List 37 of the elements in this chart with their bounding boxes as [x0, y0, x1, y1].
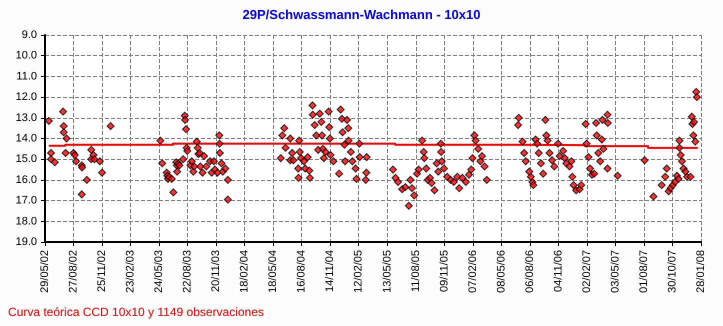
x-tick-label: 22/08/03 — [182, 250, 194, 293]
x-tick-label: 28/01/08 — [695, 250, 707, 293]
x-tick-label: 08/05/06 — [495, 250, 508, 293]
y-tick-label: 18.0 — [16, 215, 37, 228]
x-tick-label: 30/10/07 — [666, 250, 678, 293]
x-tick-label: 27/08/02 — [68, 250, 80, 293]
y-tick-label: 17.0 — [16, 194, 37, 207]
y-tick-label: 15.0 — [16, 153, 37, 166]
x-tick-label: 18/05/04 — [267, 250, 280, 293]
x-tick-label: 29/05/02 — [39, 250, 51, 293]
chart-title: 29P/Schwassmann-Wachmann - 10x10 — [242, 7, 480, 22]
x-tick-label: 25/11/02 — [96, 250, 108, 292]
y-tick-label: 14.0 — [16, 132, 37, 144]
y-tick-label: 16.0 — [16, 174, 37, 186]
x-tick-label: 09/11/05 — [438, 250, 450, 292]
y-tick-label: 9.0 — [22, 29, 37, 41]
x-tick-label: 20/11/03 — [210, 250, 222, 292]
x-tick-label: 11/08/05 — [410, 250, 422, 292]
x-tick-label: 16/08/04 — [296, 250, 308, 293]
text: Curva teórica CCD 10x10 y 1149 observaciones — [8, 305, 264, 319]
x-tick-label: 04/11/06 — [552, 250, 564, 292]
x-tick-label: 24/05/03 — [153, 250, 166, 293]
y-tick-label: 11.0 — [16, 70, 37, 82]
x-tick-label: 03/05/07 — [609, 250, 622, 293]
y-tick-label: 10.0 — [16, 50, 37, 62]
x-tick-label: 07/02/06 — [466, 250, 479, 293]
x-tick-label: 13/05/05 — [381, 250, 394, 293]
x-tick-label: 02/02/07 — [580, 250, 593, 293]
y-tick-label: 19.0 — [16, 236, 37, 248]
x-tick-label: 18/02/04 — [238, 250, 251, 293]
x-tick-label: 01/08/07 — [638, 250, 650, 293]
x-tick-label: 12/02/05 — [352, 250, 365, 293]
x-tick-label: 23/02/03 — [124, 250, 137, 293]
y-tick-label: 13.0 — [16, 112, 37, 124]
y-tick-label: 12.0 — [16, 91, 37, 104]
x-tick-label: 14/11/04 — [324, 250, 336, 292]
x-tick-label: 06/08/06 — [524, 250, 536, 293]
